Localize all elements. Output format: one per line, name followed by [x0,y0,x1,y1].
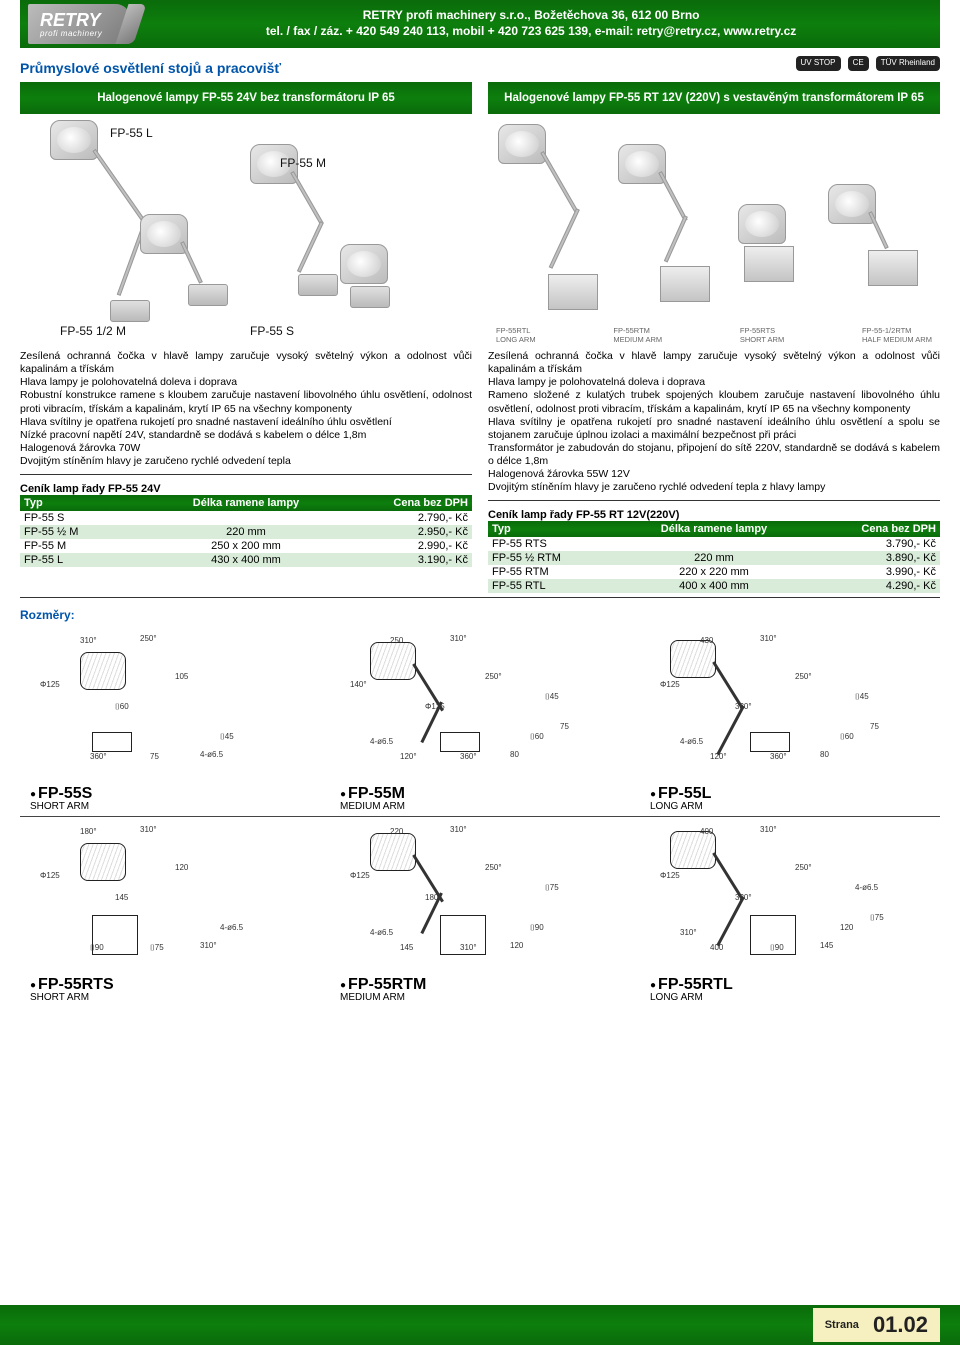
cert-tuv: TÜV Rheinland [876,56,940,71]
col-delka: Délka ramene lampy [157,497,335,509]
price-row: FP-55 ½ RTM220 mm3.890,- Kč [488,551,940,565]
price-row: FP-55 M250 x 200 mm2.990,- Kč [20,539,472,553]
logo-subtext: profi machinery [40,29,102,38]
dimensions-title: Rozměry: [20,608,940,622]
col-cena: Cena bez DPH [335,497,468,509]
dimension-cell: 310°180°Φ125120145⌷90310°4-ø6.5⌷75FP-55R… [20,823,320,1003]
left-image-row: FP-55 L FP-55 M FP-55 1/2 M [20,114,472,344]
col-delka-r: Délka ramene lampy [625,523,803,535]
dimensions-row-1: 250°310°Φ125105⌷60360°4-ø6.5⌷4575FP-55SS… [20,626,940,817]
dim-label: FP-55RTL [650,976,733,993]
dimensions-row-2: 310°180°Φ125120145⌷90310°4-ø6.5⌷75FP-55R… [20,817,940,1007]
column-left: Halogenové lampy FP-55 24V bez transform… [20,82,472,593]
right-image-row: FP-55RTLLONG ARM FP-55RTMMEDIUM ARM FP-5… [488,114,940,344]
price-row: FP-55 ½ M220 mm2.950,- Kč [20,525,472,539]
dimension-cell: 310°250140°250°Φ125120°80⌷60360°4-ø6.5⌷4… [330,632,630,812]
right-description: Zesílená ochranná čočka v hlavě lampy za… [488,350,940,494]
footer-page-number: 01.02 [873,1312,928,1338]
right-price-rows: FP-55 RTS3.790,- KčFP-55 ½ RTM220 mm3.89… [488,537,940,593]
right-price-title: Ceník lamp řady FP-55 RT 12V(220V) [488,509,940,521]
company-info: RETRY profi machinery s.r.o., Božetěchov… [130,8,932,39]
dimension-cell: 310°220Φ125250°180°145120⌷90310°4-ø6.5⌷7… [330,823,630,1003]
right-price-header: Typ Délka ramene lampy Cena bez DPH [488,521,940,537]
dim-sublabel: LONG ARM [650,801,711,812]
model-fp55l: FP-55 L [110,126,153,140]
dim-sublabel: MEDIUM ARM [340,801,405,812]
company-line-1: RETRY profi machinery s.r.o., Božetěchov… [130,8,932,24]
dimension-cell: 310°400Φ125250°320°400145120⌷90310°4-ø6.… [640,823,940,1003]
price-row: FP-55 RTM220 x 220 mm3.990,- Kč [488,565,940,579]
dim-sublabel: LONG ARM [650,992,733,1003]
model-fp55m: FP-55 M [280,156,326,170]
model-fp55s: FP-55 S [250,324,294,338]
dim-sublabel: SHORT ARM [30,992,114,1003]
left-description: Zesílená ochranná čočka v hlavě lampy za… [20,350,472,468]
left-price-header: Typ Délka ramene lampy Cena bez DPH [20,495,472,511]
footer-label: Strana [825,1319,859,1331]
logo-text: RETRY [40,10,101,30]
col-typ: Typ [24,497,157,509]
logo: RETRY profi machinery [28,4,130,44]
cap-halfrtm: FP-55-1/2RTM [862,326,911,335]
dimension-cell: 310°430Φ125250°330°120°80⌷60360°4-ø6.5⌷4… [640,632,940,812]
left-green-header: Halogenové lampy FP-55 24V bez transform… [20,82,472,114]
col-cena-r: Cena bez DPH [803,523,936,535]
model-fp55-halfm: FP-55 1/2 M [60,324,126,338]
footer-page-tag: Strana 01.02 [813,1308,940,1342]
col-typ-r: Typ [492,523,625,535]
header-band: RETRY profi machinery RETRY profi machin… [20,0,940,48]
price-row: FP-55 RTS3.790,- Kč [488,537,940,551]
cert-ce: CE [848,56,869,71]
dim-label: FP-55RTM [340,976,426,993]
dim-sublabel: MEDIUM ARM [340,992,426,1003]
cap-rtl: FP-55RTL [496,326,530,335]
cap-rts: FP-55RTS [740,326,775,335]
right-green-header: Halogenové lampy FP-55 RT 12V (220V) s v… [488,82,940,114]
section-title: Průmyslové osvětlení stojů a pracovišť [20,48,281,82]
price-row: FP-55 L430 x 400 mm3.190,- Kč [20,553,472,567]
column-right: Halogenové lampy FP-55 RT 12V (220V) s v… [488,82,940,593]
left-price-rows: FP-55 S2.790,- KčFP-55 ½ M220 mm2.950,- … [20,511,472,567]
dim-label: FP-55L [650,785,711,802]
cert-uvstop: UV STOP [796,56,841,71]
price-row: FP-55 S2.790,- Kč [20,511,472,525]
cap-rtm: FP-55RTM [613,326,650,335]
dimension-cell: 250°310°Φ125105⌷60360°4-ø6.5⌷4575FP-55SS… [20,632,320,812]
price-row: FP-55 RTL400 x 400 mm4.290,- Kč [488,579,940,593]
footer: Strana 01.02 [0,1305,960,1345]
dim-label: FP-55S [30,785,92,802]
dim-sublabel: SHORT ARM [30,801,92,812]
company-line-2: tel. / fax / záz. + 420 549 240 113, mob… [130,24,932,40]
left-price-title: Ceník lamp řady FP-55 24V [20,483,472,495]
dim-label: FP-55RTS [30,976,114,993]
certification-badges: UV STOP CE TÜV Rheinland [792,56,940,71]
dim-label: FP-55M [340,785,405,802]
